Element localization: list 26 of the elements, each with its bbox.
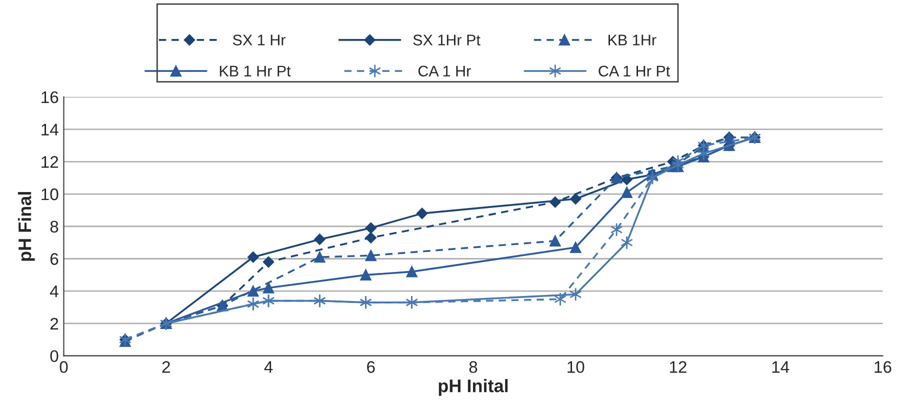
- x-tick-label: 16: [874, 361, 892, 373]
- legend-label: CA 1 Hr Pt: [598, 66, 670, 77]
- y-tick-label: 4: [50, 286, 58, 298]
- y-tick-label: 8: [50, 220, 58, 233]
- legend-label: CA 1 Hr: [418, 66, 471, 77]
- y-tick-label: 0: [50, 350, 58, 362]
- x-tick-label: 12: [670, 361, 686, 373]
- y-axis-title: pH Final: [18, 192, 35, 261]
- legend-label: KB 1Hr: [608, 34, 656, 46]
- legend-label: SX 1Hr Pt: [413, 34, 480, 46]
- legend-label: KB 1 Hr Pt: [220, 66, 291, 76]
- y-tick-label: 2: [50, 318, 58, 330]
- legend-label: SX 1 Hr: [232, 34, 286, 46]
- x-tick-label: 6: [367, 361, 375, 373]
- x-axis-title: pH Inital: [438, 379, 508, 396]
- x-tick-label: 8: [469, 361, 478, 373]
- y-tick-label: 12: [42, 156, 58, 168]
- y-tick-label: 16: [42, 91, 58, 104]
- y-tick-label: 14: [42, 124, 58, 136]
- y-tick-label: 10: [42, 188, 58, 200]
- x-tick-label: 0: [60, 361, 68, 373]
- x-tick-label: 14: [772, 361, 790, 373]
- y-tick-label: 6: [50, 253, 58, 265]
- x-tick-label: 2: [162, 361, 170, 373]
- x-tick-label: 10: [568, 361, 584, 373]
- x-tick-label: 4: [264, 361, 273, 373]
